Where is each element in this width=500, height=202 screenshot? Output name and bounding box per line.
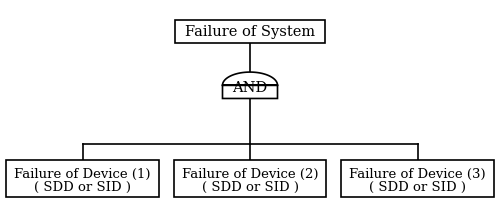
- Text: Failure of Device (1): Failure of Device (1): [14, 167, 151, 180]
- FancyBboxPatch shape: [174, 160, 326, 198]
- FancyBboxPatch shape: [175, 21, 325, 44]
- FancyBboxPatch shape: [6, 160, 159, 198]
- Text: ( SDD or SID ): ( SDD or SID ): [34, 181, 131, 194]
- Text: AND: AND: [232, 81, 268, 95]
- FancyBboxPatch shape: [341, 160, 494, 198]
- Text: ( SDD or SID ): ( SDD or SID ): [202, 181, 298, 194]
- Text: Failure of Device (2): Failure of Device (2): [182, 167, 318, 180]
- Text: Failure of System: Failure of System: [185, 25, 315, 39]
- Text: Failure of Device (3): Failure of Device (3): [349, 167, 486, 180]
- Text: ( SDD or SID ): ( SDD or SID ): [369, 181, 466, 194]
- Polygon shape: [222, 73, 278, 99]
